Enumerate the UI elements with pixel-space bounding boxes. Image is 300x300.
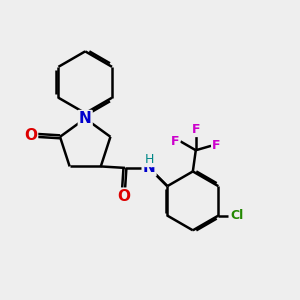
Text: O: O <box>117 189 130 204</box>
Text: N: N <box>79 111 92 126</box>
Text: N: N <box>143 160 155 175</box>
Text: Cl: Cl <box>230 209 244 222</box>
Text: H: H <box>145 153 154 166</box>
Text: F: F <box>191 123 200 136</box>
Text: F: F <box>171 135 179 148</box>
Text: F: F <box>212 139 220 152</box>
Text: O: O <box>24 128 37 143</box>
